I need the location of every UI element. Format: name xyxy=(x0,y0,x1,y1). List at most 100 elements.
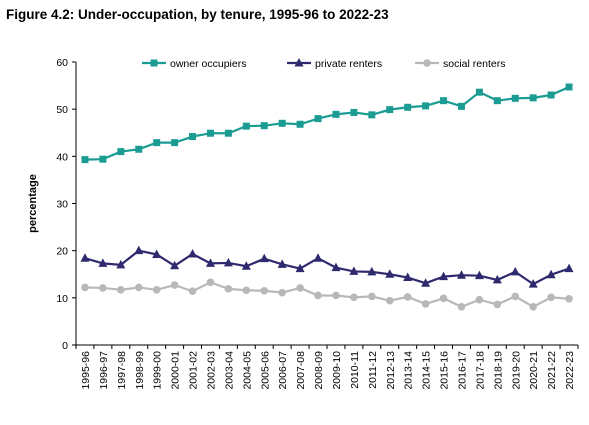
legend-item-owner-occupiers: owner occupiers xyxy=(142,58,246,70)
data-point-owner-occupiers xyxy=(565,83,573,91)
legend-marker xyxy=(423,59,431,67)
data-point-owner-occupiers xyxy=(529,94,537,102)
data-point-social-renters xyxy=(188,287,197,296)
data-point-owner-occupiers xyxy=(206,129,214,137)
data-point-private-renters xyxy=(439,271,449,281)
y-tick-labels: 0 10 20 30 40 50 60 xyxy=(56,57,68,352)
data-point-social-renters xyxy=(206,278,215,287)
data-point-private-renters xyxy=(492,274,502,284)
legend-label: private renters xyxy=(315,58,382,70)
data-point-private-renters xyxy=(564,263,574,273)
data-point-social-renters xyxy=(529,302,537,311)
x-tick-label: 2007-08 xyxy=(295,351,307,390)
data-point-social-renters xyxy=(152,286,161,294)
data-point-owner-occupiers xyxy=(189,133,197,141)
data-point-social-renters xyxy=(547,293,555,302)
y-axis-label: percentage xyxy=(27,174,39,233)
x-tick-label: 2012-13 xyxy=(385,351,397,390)
data-point-social-renters xyxy=(296,284,304,292)
x-tick-label: 2018-19 xyxy=(492,351,504,390)
series-line-social-renters xyxy=(84,281,570,309)
data-point-private-renters xyxy=(456,270,466,279)
x-tick-label: 2006-07 xyxy=(277,351,289,390)
x-tick-label: 2016-17 xyxy=(456,351,468,390)
data-point-private-renters xyxy=(421,278,431,287)
data-point-social-renters xyxy=(511,292,520,301)
data-point-social-renters xyxy=(170,281,179,289)
x-tick-label: 1999-00 xyxy=(152,351,164,390)
series-private-renters xyxy=(80,245,574,288)
x-tick-label: 2021-22 xyxy=(546,351,558,390)
data-point-social-renters xyxy=(278,288,286,297)
data-point-social-renters xyxy=(385,296,394,305)
data-point-owner-occupiers xyxy=(171,139,179,147)
data-point-owner-occupiers xyxy=(224,129,232,137)
data-point-social-renters xyxy=(421,300,430,308)
data-point-private-renters xyxy=(170,260,180,270)
chart-legend: owner occupiers private renters social ren… xyxy=(142,58,505,70)
x-tick-label: 2009-10 xyxy=(331,351,343,390)
data-point-owner-occupiers xyxy=(440,97,448,105)
data-point-private-renters xyxy=(349,266,359,275)
x-tick-label: 2002-03 xyxy=(205,351,217,390)
legend-item-social-renters: social renters xyxy=(415,58,505,70)
data-point-social-renters xyxy=(260,286,269,295)
y-tick-label: 20 xyxy=(56,246,68,258)
data-point-owner-occupiers xyxy=(278,119,286,127)
data-point-owner-occupiers xyxy=(404,103,412,111)
data-point-social-renters xyxy=(350,293,358,302)
x-tick-label: 1995-96 xyxy=(80,351,92,390)
figure-title: Figure 4.2: Under-occupation, by tenure,… xyxy=(6,7,389,22)
data-point-private-renters xyxy=(80,253,90,262)
data-point-social-renters xyxy=(457,302,466,311)
data-point-private-renters xyxy=(241,261,251,270)
data-point-social-renters xyxy=(368,292,376,301)
x-tick-label: 2005-06 xyxy=(259,351,271,390)
data-point-private-renters xyxy=(277,259,287,268)
data-point-social-renters xyxy=(314,291,322,300)
data-point-private-renters xyxy=(223,257,233,267)
data-point-social-renters xyxy=(493,300,502,309)
series-social-renters xyxy=(81,278,573,311)
y-tick-label: 30 xyxy=(56,199,68,211)
data-point-social-renters xyxy=(565,294,573,303)
data-point-private-renters xyxy=(403,272,413,282)
data-point-owner-occupiers xyxy=(135,145,143,153)
data-point-private-renters xyxy=(205,258,215,267)
data-point-owner-occupiers xyxy=(422,102,430,110)
data-point-social-renters xyxy=(403,293,412,301)
x-tick-label: 2010-11 xyxy=(349,351,361,389)
data-point-owner-occupiers xyxy=(386,106,394,114)
data-point-owner-occupiers xyxy=(547,91,555,99)
data-point-private-renters xyxy=(259,253,269,263)
data-point-owner-occupiers xyxy=(314,115,322,123)
data-point-owner-occupiers xyxy=(368,111,376,119)
series-owner-occupiers xyxy=(81,83,573,164)
x-tick-label: 1998-99 xyxy=(134,351,146,390)
data-point-social-renters xyxy=(117,286,125,294)
data-point-private-renters xyxy=(152,249,162,258)
data-point-private-renters xyxy=(98,258,108,267)
data-point-owner-occupiers xyxy=(511,94,519,102)
data-point-private-renters xyxy=(528,279,538,288)
data-point-owner-occupiers xyxy=(350,108,358,116)
data-point-owner-occupiers xyxy=(117,148,125,156)
x-tick-label: 2013-14 xyxy=(403,351,415,390)
data-point-owner-occupiers xyxy=(475,88,483,96)
y-tick-label: 40 xyxy=(56,151,68,163)
y-tick-label: 60 xyxy=(56,57,68,69)
legend-label: owner occupiers xyxy=(170,58,246,70)
data-point-private-renters xyxy=(385,269,395,278)
x-tick-label: 2001-02 xyxy=(188,351,200,390)
series-line-owner-occupiers xyxy=(84,85,570,161)
x-tick-label: 2020-21 xyxy=(528,351,540,390)
x-tick-label: 1996-97 xyxy=(98,351,110,390)
x-tick-label: 2003-04 xyxy=(223,351,235,390)
data-point-owner-occupiers xyxy=(99,155,107,163)
data-point-social-renters xyxy=(439,294,448,303)
data-point-owner-occupiers xyxy=(260,122,268,130)
y-tick-label: 0 xyxy=(62,340,68,352)
legend-label: social renters xyxy=(443,58,505,70)
data-point-private-renters xyxy=(188,248,198,258)
